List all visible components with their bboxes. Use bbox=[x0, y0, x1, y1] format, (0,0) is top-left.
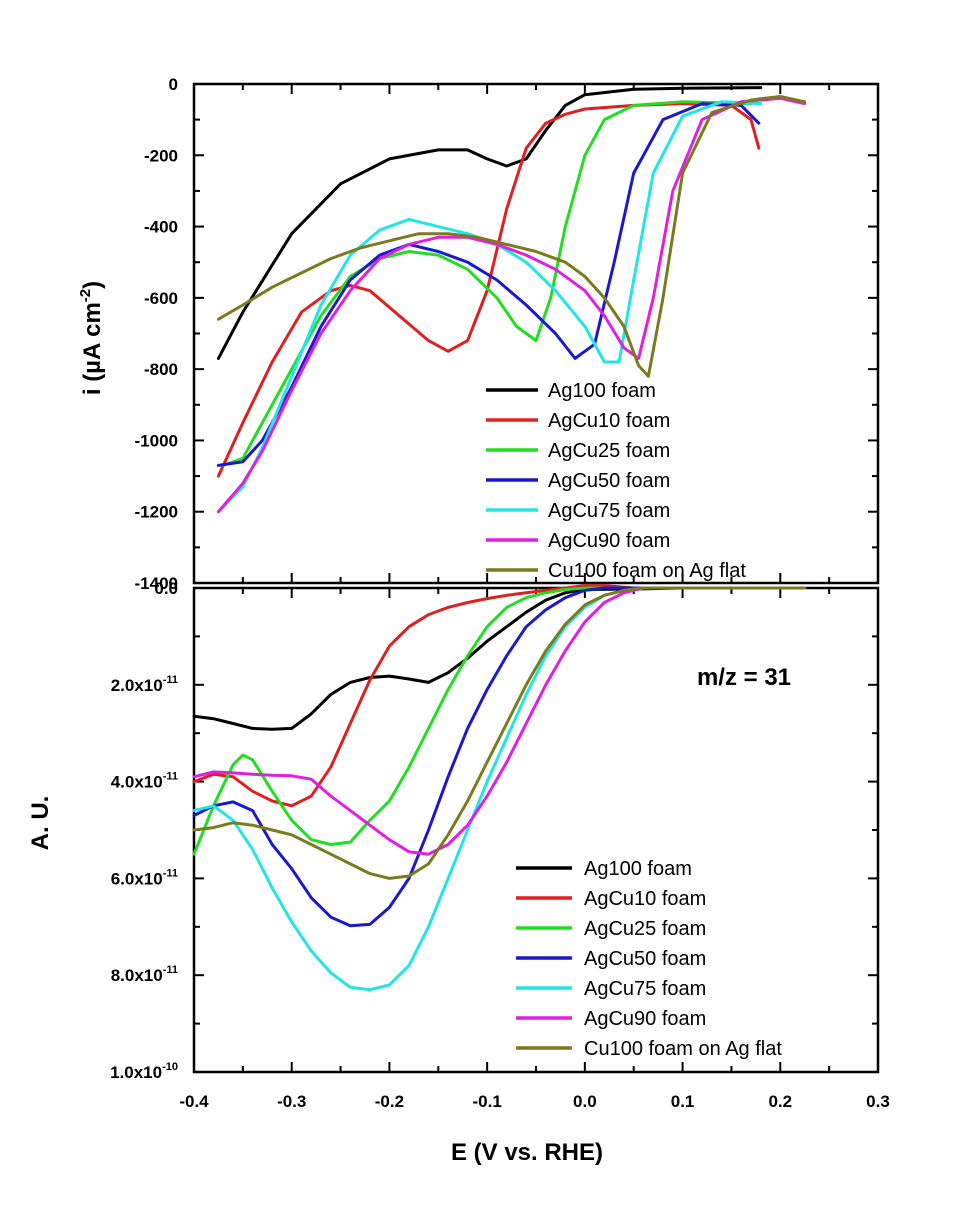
bottom-y-axis-title: A. U. bbox=[27, 796, 54, 851]
legend-label: Ag100 foam bbox=[548, 380, 656, 402]
y-tick-label: 2.0x10-11 bbox=[111, 674, 178, 695]
x-tick-label: 0.0 bbox=[573, 1092, 597, 1111]
top-panel: 0 -200 -400 -600 -800 -1000 -1200 -1400 Ag100 fo… bbox=[135, 75, 880, 593]
series-line-cu100-foam-on-ag-flat bbox=[192, 586, 807, 880]
x-axis-title: E (V vs. RHE) bbox=[451, 1139, 603, 1166]
plot-frame-1 bbox=[192, 586, 880, 1074]
y-tick-label: 0 bbox=[169, 75, 178, 94]
legend-label: AgCu25 foam bbox=[548, 440, 670, 462]
series-line-agcu75-foam bbox=[192, 586, 807, 992]
legend-label: AgCu50 foam bbox=[584, 948, 706, 970]
legend-label: Ag100 foam bbox=[584, 858, 692, 880]
legend-label: AgCu75 foam bbox=[548, 500, 670, 522]
axis-titles: i (µA cm-2) A. U. E (V vs. RHE) m/z = 31 bbox=[27, 281, 791, 1166]
x-tick-label: 0.3 bbox=[866, 1092, 890, 1111]
top-y-axis-title: i (µA cm-2) bbox=[77, 281, 106, 395]
legend-0: Ag100 foam AgCu10 foam AgCu25 foam AgCu50 f… bbox=[486, 380, 746, 582]
legend-label: AgCu90 foam bbox=[548, 530, 670, 552]
y-tick-label: 6.0x10-11 bbox=[111, 867, 178, 888]
y-tick-label: 1.0x10-10 bbox=[110, 1061, 178, 1082]
y-tick-label: -1400 bbox=[135, 574, 178, 593]
mz-annotation: m/z = 31 bbox=[697, 664, 791, 691]
series-line-cu100-foam-on-ag-flat bbox=[216, 95, 807, 378]
legend-label: AgCu75 foam bbox=[584, 978, 706, 1000]
series-line-agcu90-foam bbox=[216, 96, 807, 514]
legend-label: AgCu50 foam bbox=[548, 470, 670, 492]
legend-label: AgCu25 foam bbox=[584, 918, 706, 940]
legend-1: Ag100 foam AgCu10 foam AgCu25 foam AgCu50 f… bbox=[516, 858, 782, 1060]
y-tick-label: -200 bbox=[144, 146, 178, 165]
y-tick-label: 0.0 bbox=[154, 579, 178, 598]
series-line-ag100-foam bbox=[216, 86, 763, 360]
series-line-agcu25-foam bbox=[221, 100, 753, 467]
x-tick-label: 0.2 bbox=[768, 1092, 792, 1111]
series-line-agcu50-foam bbox=[216, 102, 761, 467]
x-tick-label: -0.3 bbox=[277, 1092, 306, 1111]
series-line-agcu25-foam bbox=[192, 586, 807, 856]
series-line-agcu50-foam bbox=[192, 586, 807, 928]
y-tick-label: -600 bbox=[144, 289, 178, 308]
bottom-panel: 0.0 2.0x10-11 4.0x10-11 6.0x10-11 8.0x10-11 1… bbox=[110, 579, 890, 1111]
legend-label: AgCu10 foam bbox=[584, 888, 706, 910]
y-tick-label: -800 bbox=[144, 360, 178, 379]
x-tick-label: -0.4 bbox=[179, 1092, 209, 1111]
x-tick-label: -0.1 bbox=[472, 1092, 501, 1111]
plot-frame-0 bbox=[192, 82, 880, 585]
series-line-ag100-foam bbox=[192, 586, 807, 731]
x-tick-label: 0.1 bbox=[671, 1092, 695, 1111]
legend-label: AgCu10 foam bbox=[548, 410, 670, 432]
legend-label: Cu100 foam on Ag flat bbox=[584, 1038, 782, 1060]
x-tick-label: -0.2 bbox=[375, 1092, 404, 1111]
legend-label: Cu100 foam on Ag flat bbox=[548, 560, 746, 582]
y-tick-label: -400 bbox=[144, 218, 178, 237]
y-tick-label: -1000 bbox=[135, 431, 178, 450]
series-line-agcu90-foam bbox=[192, 586, 807, 856]
legend-label: AgCu90 foam bbox=[584, 1008, 706, 1030]
y-tick-label: 4.0x10-11 bbox=[111, 771, 178, 792]
y-tick-label: -1200 bbox=[135, 503, 178, 522]
y-tick-label: 8.0x10-11 bbox=[111, 964, 178, 985]
